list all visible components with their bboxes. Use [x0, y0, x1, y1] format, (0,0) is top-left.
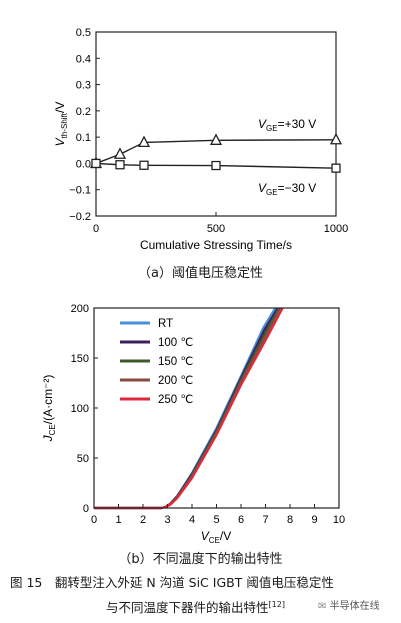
x-tick-label: 0: [91, 514, 97, 526]
legend-label: 100 ℃: [158, 337, 193, 349]
y-axis-label: JCE/(A·cm⁻²): [41, 375, 57, 443]
y-tick-label: 0.4: [76, 53, 91, 65]
x-tick-label: 2: [140, 514, 146, 526]
figure-caption: 图 15 翻转型注入外延 N 沟道 SiC IGBT 阈值电压稳定性 与不同温度…: [10, 572, 395, 619]
x-tick-label: 5: [213, 514, 219, 526]
y-tick-label: 0.0: [76, 158, 91, 170]
y-tick-label: 0.3: [76, 80, 91, 92]
data-point-triangle: [137, 135, 151, 148]
x-tick-label: 500: [207, 223, 225, 235]
legend-label: 150 ℃: [158, 356, 193, 368]
data-point-square: [331, 163, 341, 173]
y-tick-label: −0.1: [69, 185, 91, 197]
x-tick-label: 6: [238, 514, 244, 526]
y-tick-label: 150: [71, 353, 89, 365]
x-tick-label: 3: [164, 514, 170, 526]
x-tick-label: 1: [115, 514, 121, 526]
y-tick-label: −0.2: [69, 211, 91, 223]
legend-label: RT: [158, 318, 173, 330]
x-tick-label: 4: [189, 514, 195, 526]
y-tick-label: 100: [71, 403, 89, 415]
data-point-square: [139, 160, 149, 170]
figure-caption-line1: 图 15 翻转型注入外延 N 沟道 SiC IGBT 阈值电压稳定性: [10, 575, 334, 590]
y-tick-label: 0.1: [76, 132, 91, 144]
data-point-triangle: [113, 147, 127, 159]
x-axis-label: Cumulative Stressing Time/s: [140, 238, 292, 252]
y-tick-label: 0.2: [76, 106, 91, 118]
x-tick-label: 1000: [324, 223, 348, 235]
data-point-square: [115, 160, 125, 170]
watermark-text: 半导体在线: [329, 601, 380, 612]
x-tick-label: 8: [287, 514, 293, 526]
y-axis-label: Vth-Shift/V: [53, 102, 69, 147]
data-point-square: [91, 158, 101, 169]
x-axis-label: VCE/V: [201, 529, 231, 545]
reference-mark: [12]: [268, 600, 285, 609]
x-tick-label: 10: [333, 514, 345, 526]
output-characteristics-chart: 0 50 100 150 200 0 1 2 3 4 5 6 7 8 9 10 RT 100 ℃ 150 ℃ 200…: [41, 303, 345, 545]
data-point-square: [211, 160, 221, 171]
series-label-plus30: VGE=+30 V: [258, 117, 316, 133]
series-label-minus30: VGE=−30 V: [258, 181, 316, 197]
caption-b: （b）不同温度下的输出特性: [118, 552, 283, 567]
y-tick-label: 200: [71, 303, 89, 315]
x-tick-label: 0: [93, 223, 99, 235]
data-point-triangle: [209, 133, 223, 145]
threshold-voltage-chart: −0.2 −0.1 0.0 0.1 0.2 0.3 0.4 0.5 0 500 1000 Cumul…: [53, 27, 348, 252]
caption-a: （a）阈值电压稳定性: [138, 266, 263, 281]
y-tick-label: 0.5: [76, 27, 91, 39]
data-point-triangle: [329, 132, 343, 145]
y-tick-label: 50: [77, 453, 89, 465]
y-tick-label: 0: [83, 503, 89, 515]
watermark: ✉ 半导体在线: [318, 597, 380, 612]
x-tick-label: 7: [262, 514, 268, 526]
legend-label: 250 ℃: [158, 394, 193, 406]
wechat-icon: ✉: [318, 601, 327, 612]
plot-frame: [93, 307, 340, 509]
x-tick-label: 9: [311, 514, 317, 526]
legend-label: 200 ℃: [158, 375, 193, 387]
figure-caption-line2: 与不同温度下器件的输出特性[12]: [106, 600, 285, 616]
